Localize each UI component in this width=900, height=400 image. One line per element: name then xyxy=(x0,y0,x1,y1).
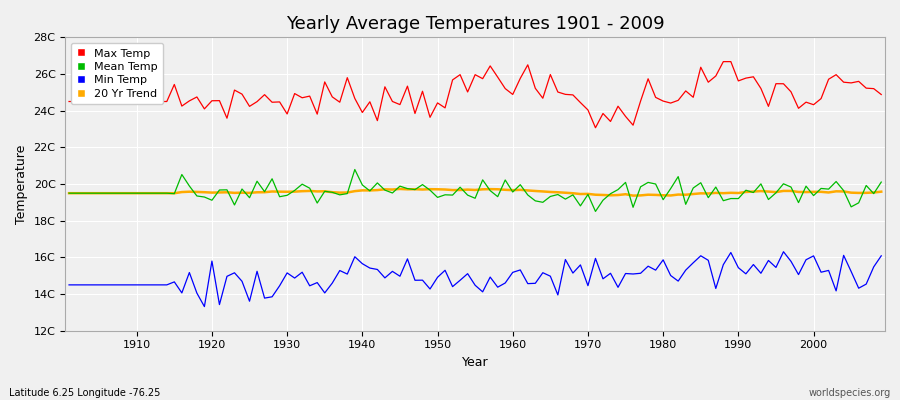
Min Temp xyxy=(876,254,886,258)
20 Yr Trend xyxy=(335,190,346,195)
20 Yr Trend xyxy=(124,191,135,196)
Max Temp xyxy=(124,99,135,104)
Min Temp xyxy=(124,282,135,287)
Mean Temp xyxy=(590,209,601,214)
Text: Latitude 6.25 Longitude -76.25: Latitude 6.25 Longitude -76.25 xyxy=(9,388,160,398)
Max Temp xyxy=(500,86,510,91)
Mean Temp xyxy=(64,191,75,196)
Line: Mean Temp: Mean Temp xyxy=(69,170,881,212)
Max Temp xyxy=(876,92,886,97)
Mean Temp xyxy=(876,180,886,184)
Max Temp xyxy=(605,119,616,124)
Line: Max Temp: Max Temp xyxy=(69,62,881,128)
20 Yr Trend xyxy=(876,189,886,194)
Mean Temp xyxy=(289,188,300,193)
Min Temp xyxy=(605,271,616,276)
Max Temp xyxy=(335,100,346,104)
Mean Temp xyxy=(508,190,518,194)
20 Yr Trend xyxy=(515,188,526,192)
Min Temp xyxy=(297,270,308,275)
Line: 20 Yr Trend: 20 Yr Trend xyxy=(69,189,881,196)
Min Temp xyxy=(778,249,789,254)
Max Temp xyxy=(725,59,736,64)
20 Yr Trend xyxy=(508,188,518,192)
Line: Min Temp: Min Temp xyxy=(69,252,881,306)
20 Yr Trend xyxy=(394,186,405,191)
Max Temp xyxy=(289,91,300,96)
20 Yr Trend xyxy=(289,189,300,194)
Mean Temp xyxy=(124,191,135,196)
20 Yr Trend xyxy=(64,191,75,196)
Max Temp xyxy=(508,92,518,97)
Mean Temp xyxy=(515,182,526,187)
Min Temp xyxy=(515,268,526,272)
20 Yr Trend xyxy=(627,193,638,198)
Mean Temp xyxy=(335,192,346,197)
Max Temp xyxy=(64,99,75,104)
Max Temp xyxy=(590,125,601,130)
X-axis label: Year: Year xyxy=(462,356,489,369)
Title: Yearly Average Temperatures 1901 - 2009: Yearly Average Temperatures 1901 - 2009 xyxy=(286,15,664,33)
Min Temp xyxy=(199,304,210,309)
Legend: Max Temp, Mean Temp, Min Temp, 20 Yr Trend: Max Temp, Mean Temp, Min Temp, 20 Yr Tre… xyxy=(71,43,163,104)
20 Yr Trend xyxy=(605,193,616,198)
Mean Temp xyxy=(349,167,360,172)
Min Temp xyxy=(342,272,353,276)
Min Temp xyxy=(508,270,518,275)
Y-axis label: Temperature: Temperature xyxy=(15,144,28,224)
Min Temp xyxy=(64,282,75,287)
Text: worldspecies.org: worldspecies.org xyxy=(809,388,891,398)
Mean Temp xyxy=(613,187,624,192)
